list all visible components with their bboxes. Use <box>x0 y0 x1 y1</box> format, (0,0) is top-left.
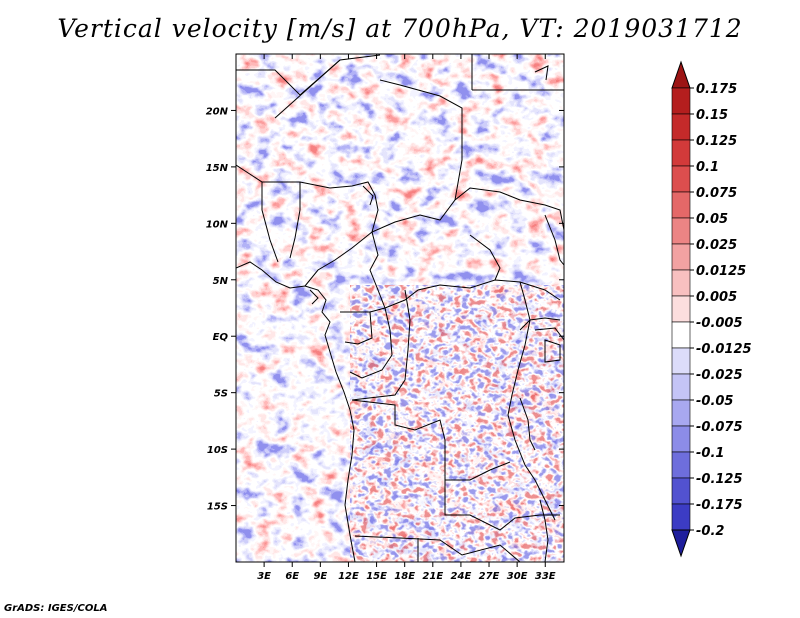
lon-tick-label: 30E <box>507 571 528 582</box>
colorbar-label: 0.175 <box>696 82 737 97</box>
country-borders <box>236 54 564 562</box>
colorbar-swatch <box>671 451 691 479</box>
colorbar-swatch <box>671 425 691 453</box>
colorbar-label: 0.005 <box>696 290 737 305</box>
colorbar-swatch <box>671 347 691 375</box>
colorbar-swatch <box>671 217 691 245</box>
colorbar-bottom-arrow <box>671 529 691 558</box>
lat-tick-label: 10N <box>206 219 229 230</box>
grads-credit: GrADS: IGES/COLA <box>4 603 108 614</box>
colorbar-label: 0.0125 <box>696 264 746 279</box>
colorbar-swatch <box>671 503 691 531</box>
colorbar-swatch <box>671 269 691 297</box>
colorbar-label: 0.125 <box>696 134 737 149</box>
colorbar-label: -0.0125 <box>696 342 752 357</box>
lon-tick-label: 6E <box>285 571 299 582</box>
lat-tick-label: 20N <box>206 106 229 117</box>
colorbar-swatch <box>671 373 691 401</box>
colorbar-label: -0.175 <box>696 498 743 513</box>
colorbar-swatch <box>671 321 691 349</box>
colorbar-label: -0.2 <box>696 524 724 539</box>
lat-tick-label: 5S <box>214 389 228 400</box>
map-panel <box>235 53 565 563</box>
colorbar-swatch <box>671 477 691 505</box>
lon-tick-label: 24E <box>451 571 472 582</box>
colorbar-label: -0.075 <box>696 420 743 435</box>
colorbar-top-arrow <box>671 60 691 89</box>
colorbar-label: -0.125 <box>696 472 743 487</box>
lon-tick-label: 12E <box>338 571 359 582</box>
longitude-axis: 3E 6E 9E 12E 15E 18E 21E 24E 27E 30E 33E <box>257 54 556 582</box>
colorbar-label: 0.1 <box>696 160 719 175</box>
colorbar-swatch <box>671 87 691 115</box>
colorbar-swatch <box>671 139 691 167</box>
lat-tick-label: 10S <box>207 445 228 456</box>
high-variance-region <box>350 285 564 562</box>
lat-tick-label: EQ <box>213 332 229 343</box>
lon-tick-label: 33E <box>535 571 556 582</box>
colorbar-swatch <box>671 165 691 193</box>
colorbar-label: 0.075 <box>696 186 737 201</box>
colorbar-label: 0.05 <box>696 212 728 227</box>
map-frame <box>235 53 565 563</box>
lon-tick-label: 15E <box>366 571 387 582</box>
colorbar-label: 0.025 <box>696 238 737 253</box>
colorbar-swatch <box>671 191 691 219</box>
colorbar-label: 0.15 <box>696 108 728 123</box>
colorbar-swatch <box>671 113 691 141</box>
colorbar-swatch <box>671 295 691 323</box>
colorbar-label: -0.1 <box>696 446 724 461</box>
colorbar: 0.175 0.15 0.125 0.1 0.075 0.05 0.025 0.0125 0.0… <box>671 60 752 558</box>
lon-tick-label: 3E <box>257 571 271 582</box>
lon-tick-label: 9E <box>313 571 327 582</box>
latitude-axis: 20N 15N 10N 5N EQ 5S 10S 15S <box>206 106 564 513</box>
colorbar-label: -0.025 <box>696 368 743 383</box>
lat-tick-label: 15N <box>206 163 229 174</box>
lat-tick-label: 5N <box>213 276 229 287</box>
colorbar-label: -0.005 <box>696 316 743 331</box>
lon-tick-label: 27E <box>479 571 500 582</box>
colorbar-swatch <box>671 243 691 271</box>
colorbar-label: -0.05 <box>696 394 733 409</box>
lon-tick-label: 18E <box>394 571 415 582</box>
colorbar-swatch <box>671 399 691 427</box>
map-title: Vertical velocity [m/s] at 700hPa, VT: 2… <box>57 14 743 43</box>
lat-tick-label: 15S <box>207 502 228 513</box>
lon-tick-label: 21E <box>422 571 443 582</box>
